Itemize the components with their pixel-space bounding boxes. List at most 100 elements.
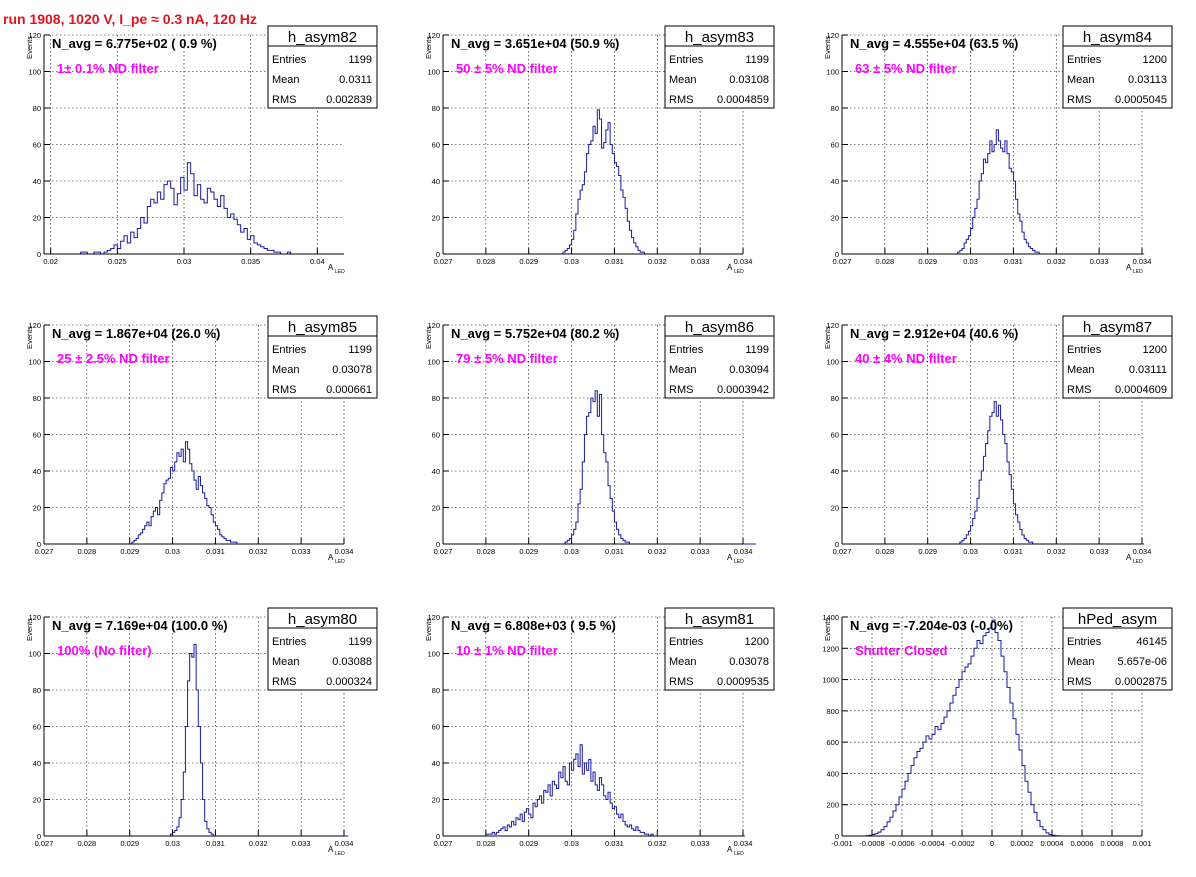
x-tick-label: 0.0006 [1071, 839, 1094, 848]
y-tick-label: 0 [835, 832, 839, 841]
y-tick-label: 40 [432, 759, 440, 768]
x-tick-label: 0.035 [241, 257, 260, 266]
x-tick-label: 0.034 [1133, 257, 1152, 266]
stats-value-mean: 0.0311 [339, 74, 372, 86]
y-tick-label: 100 [826, 68, 839, 77]
filter-annotation: 40 ± 4% ND filter [855, 351, 957, 366]
x-tick-label: 0.033 [292, 547, 311, 556]
y-tick-label: 120 [427, 321, 440, 330]
y-tick-label: 20 [33, 504, 41, 513]
x-tick-label: 0.028 [476, 257, 495, 266]
stats-label-mean: Mean [272, 74, 300, 86]
x-tick-label: 0.029 [120, 547, 139, 556]
x-tick-label: 0.034 [734, 257, 753, 266]
y-tick-label: 20 [831, 504, 839, 513]
stats-box [664, 25, 775, 109]
x-tick-label: 0.028 [875, 257, 894, 266]
y-tick-label: 60 [432, 141, 440, 150]
stats-value-rms: 0.0009535 [717, 676, 769, 688]
x-tick-label: 0.033 [1090, 547, 1109, 556]
x-axis-title-subscript: LED [734, 269, 744, 275]
headline-navg: N_avg = 5.752e+04 (80.2 %) [451, 326, 619, 341]
x-tick-label: 0.03 [564, 839, 579, 848]
y-tick-label: 120 [427, 613, 440, 622]
stats-label-rms: RMS [669, 676, 693, 688]
stats-label-entries: Entries [272, 54, 307, 66]
stats-box-title: h_asym87 [1083, 319, 1152, 336]
stats-value-rms: 0.000324 [326, 676, 372, 688]
stats-box-title: h_asym83 [685, 29, 754, 46]
stats-label-entries: Entries [272, 636, 307, 648]
histogram-pad-h_asym80: 0.027 0.028 0.029 0.03 0.031 0.032 0.033 0.034 0… [25, 607, 378, 857]
stats-value-entries: 1200 [1143, 344, 1167, 356]
y-tick-label: 0 [37, 832, 41, 841]
x-tick-label: 0.034 [734, 839, 753, 848]
x-tick-label: 0.0004 [1041, 839, 1064, 848]
x-tick-label: 0.027 [833, 547, 852, 556]
x-tick-label: 0.03 [564, 257, 579, 266]
x-tick-label: 0.03 [177, 257, 192, 266]
histogram-pad-h_asym83: 0.027 0.028 0.029 0.03 0.031 0.032 0.033 0.034 0… [424, 25, 775, 275]
y-axis-title: Events [25, 618, 34, 641]
y-tick-label: 1400 [822, 613, 839, 622]
stats-label-rms: RMS [272, 676, 296, 688]
y-axis-title: Events [424, 618, 433, 641]
x-tick-label: 0.027 [833, 257, 852, 266]
x-tick-label: 0.027 [434, 839, 453, 848]
y-tick-label: 40 [33, 467, 41, 476]
histogram-line-h_asym87 [842, 401, 1145, 545]
x-tick-label: -0.001 [831, 839, 852, 848]
x-axis-title: A [727, 263, 733, 272]
stats-value-entries: 46145 [1136, 636, 1167, 648]
x-tick-label: -0.0002 [949, 839, 974, 848]
y-tick-label: 40 [432, 467, 440, 476]
stats-box [267, 315, 378, 399]
x-axis-title-subscript: LED [335, 559, 345, 565]
x-axis-title-subscript: LED [335, 269, 345, 275]
x-tick-label: -0.0004 [919, 839, 944, 848]
x-axis-title: A [328, 845, 334, 854]
x-tick-label: 0.031 [605, 839, 624, 848]
histogram-pad-h_asym82: 0.02 0.025 0.03 0.035 0.04 0 20 40 60 80 100 120Eve… [25, 25, 378, 275]
stats-value-mean: 5.657e-06 [1117, 656, 1167, 668]
stats-value-mean: 0.03108 [729, 74, 769, 86]
x-axis-title: A [727, 553, 733, 562]
stats-box [267, 25, 378, 109]
x-tick-label: 0.033 [691, 839, 710, 848]
histogram-pad-hPed_asym: -0.001 -0.0008 -0.0006 -0.0004 -0.0002 0 0.000… [822, 607, 1173, 848]
x-tick-label: 0.031 [1004, 257, 1023, 266]
y-tick-label: 80 [432, 686, 440, 695]
y-tick-label: 0 [436, 540, 440, 549]
x-axis-title: A [328, 263, 334, 272]
x-tick-label: 0.027 [35, 547, 54, 556]
headline-navg: N_avg = -7.204e-03 (-0.0%) [850, 618, 1013, 633]
y-axis-title: Events [823, 326, 832, 349]
stats-box-title: h_asym80 [288, 611, 357, 628]
y-tick-label: 20 [831, 214, 839, 223]
x-axis-title: A [1126, 263, 1132, 272]
x-axis-title: A [727, 845, 733, 854]
x-axis-title-subscript: LED [335, 851, 345, 857]
headline-navg: N_avg = 6.808e+03 ( 9.5 %) [451, 618, 616, 633]
x-tick-label: 0.02 [43, 257, 58, 266]
filter-annotation: 79 ± 5% ND filter [456, 351, 558, 366]
y-tick-label: 0 [436, 250, 440, 259]
y-axis-title: Events [823, 36, 832, 59]
x-tick-label: 0.031 [206, 547, 225, 556]
histogram-line-h_asym85 [44, 441, 344, 545]
stats-box-title: h_asym81 [685, 611, 754, 628]
x-tick-label: 0.04 [310, 257, 325, 266]
x-axis-title-subscript: LED [1133, 559, 1143, 565]
histogram-line-h_asym86 [443, 390, 756, 545]
stats-label-rms: RMS [669, 94, 693, 106]
x-tick-label: 0.033 [691, 257, 710, 266]
x-tick-label: 0.027 [35, 839, 54, 848]
stats-label-mean: Mean [272, 364, 300, 376]
y-tick-label: 20 [33, 214, 41, 223]
stats-label-rms: RMS [272, 384, 296, 396]
y-tick-label: 100 [28, 650, 41, 659]
x-tick-label: 0.0008 [1101, 839, 1124, 848]
stats-label-entries: Entries [1067, 636, 1102, 648]
